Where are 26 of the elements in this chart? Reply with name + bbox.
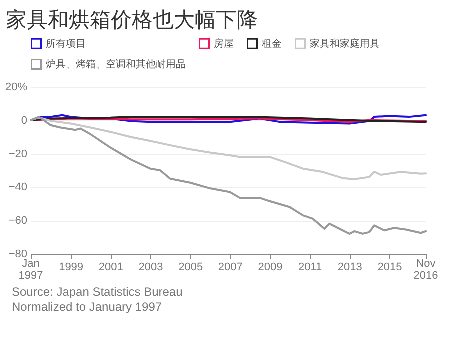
line-series <box>30 116 427 235</box>
legend-label: 炉具、烤箱、空调和其他耐用品 <box>46 58 186 70</box>
y-tick-label: 20% <box>5 82 28 94</box>
y-tick-label: −60 <box>8 215 28 228</box>
x-tick-label: 2015 <box>378 262 402 274</box>
text: Normalized to January 1997 <box>12 300 164 315</box>
x-tick-label: 2011 <box>298 262 322 274</box>
legend-label: 所有项目 <box>46 38 86 50</box>
x-tick-label: 1999 <box>59 262 84 274</box>
chart-title: 家具和烘箱价格也大幅下降 <box>5 7 259 34</box>
legend-label: 房屋 <box>214 38 234 50</box>
source-note: Source: Japan Statistics Bureau <box>12 285 184 300</box>
x-tick-label: 2003 <box>138 262 164 274</box>
y-tick-label: −40 <box>8 182 28 194</box>
y-tick-label: 0 <box>21 114 28 127</box>
x-tick-label: Nov 2016 <box>414 258 438 282</box>
x-tick-label: 2009 <box>258 262 283 274</box>
legend-label: 家具和家庭用具 <box>310 38 380 50</box>
x-tick-label: 2013 <box>338 262 362 274</box>
x-tick-label: 2001 <box>98 262 124 274</box>
x-tick-label: 2007 <box>218 262 243 274</box>
y-tick-label: −20 <box>8 148 28 160</box>
x-tick-label: 2005 <box>178 262 204 274</box>
y-tick-label: −80 <box>8 248 28 260</box>
x-tick-label: Jan 1997 <box>18 258 44 282</box>
legend-label: 租金 <box>262 38 282 50</box>
